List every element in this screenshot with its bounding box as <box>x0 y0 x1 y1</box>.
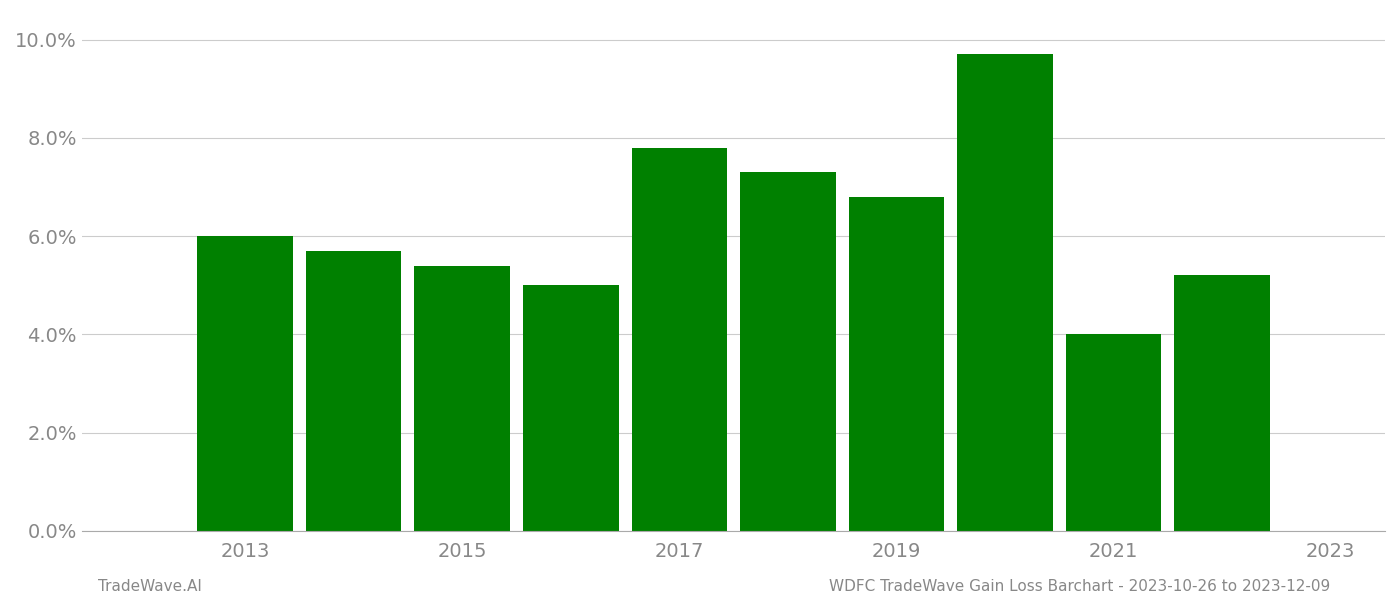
Bar <box>414 266 510 531</box>
Bar <box>741 172 836 531</box>
Bar <box>958 55 1053 531</box>
Bar <box>1175 275 1270 531</box>
Text: TradeWave.AI: TradeWave.AI <box>98 579 202 594</box>
Bar <box>848 197 944 531</box>
Bar <box>1065 334 1162 531</box>
Text: WDFC TradeWave Gain Loss Barchart - 2023-10-26 to 2023-12-09: WDFC TradeWave Gain Loss Barchart - 2023… <box>829 579 1330 594</box>
Bar <box>631 148 727 531</box>
Bar <box>197 236 293 531</box>
Bar <box>307 251 402 531</box>
Bar <box>524 285 619 531</box>
